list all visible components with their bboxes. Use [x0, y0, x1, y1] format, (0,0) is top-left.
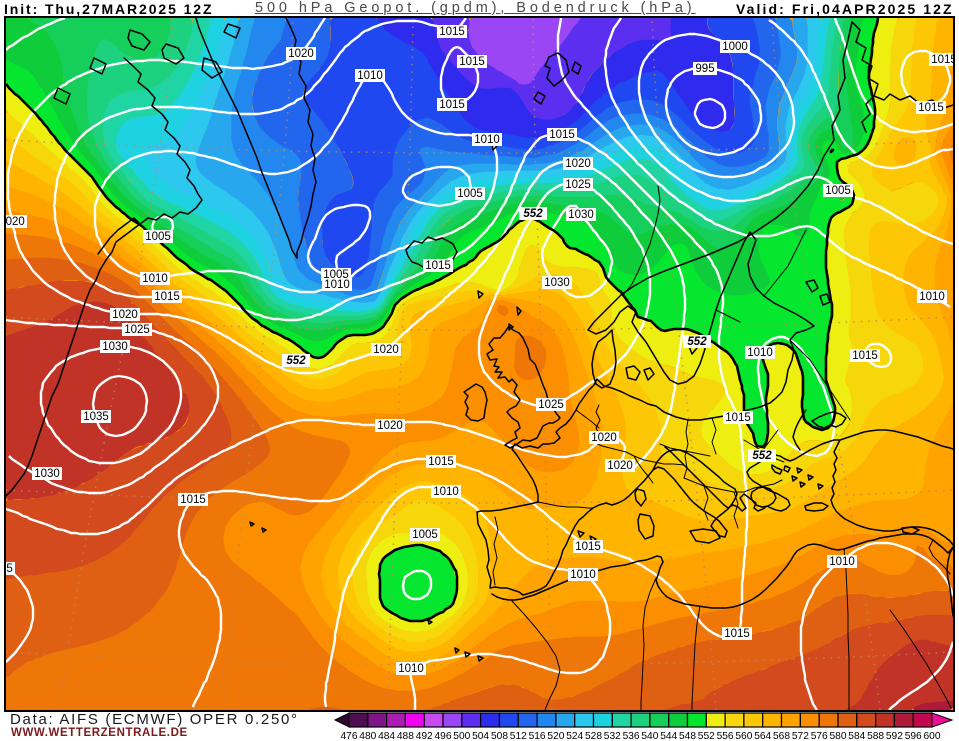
- svg-text:1020: 1020: [288, 48, 314, 60]
- svg-text:1030: 1030: [102, 341, 128, 353]
- svg-text:1025: 1025: [124, 324, 150, 336]
- svg-text:508: 508: [491, 731, 508, 740]
- svg-text:1010: 1010: [570, 569, 596, 581]
- svg-text:1020: 1020: [565, 158, 591, 170]
- svg-text:492: 492: [416, 731, 433, 740]
- svg-text:1015: 1015: [725, 412, 751, 424]
- svg-text:1015: 1015: [459, 56, 485, 68]
- svg-text:1020: 1020: [591, 432, 617, 444]
- svg-text:1015: 1015: [575, 541, 601, 553]
- svg-text:1010: 1010: [747, 347, 773, 359]
- svg-text:1005: 1005: [145, 231, 171, 243]
- svg-text:1005: 1005: [412, 529, 438, 541]
- svg-text:544: 544: [660, 731, 677, 740]
- svg-text:516: 516: [529, 731, 546, 740]
- svg-text:1020: 1020: [607, 460, 633, 472]
- svg-text:1015: 1015: [439, 26, 465, 38]
- svg-text:476: 476: [341, 731, 358, 740]
- svg-text:528: 528: [585, 731, 602, 740]
- svg-text:536: 536: [623, 731, 640, 740]
- svg-text:552: 552: [698, 731, 715, 740]
- svg-text:1015: 1015: [549, 129, 575, 141]
- svg-text:1010: 1010: [142, 273, 168, 285]
- svg-text:504: 504: [472, 731, 489, 740]
- svg-text:1005: 1005: [825, 185, 851, 197]
- svg-text:1035: 1035: [83, 411, 109, 423]
- svg-text:1010: 1010: [324, 279, 350, 291]
- svg-text:588: 588: [867, 731, 884, 740]
- svg-text:1015: 1015: [6, 563, 13, 575]
- svg-text:1030: 1030: [568, 209, 594, 221]
- svg-text:512: 512: [510, 731, 527, 740]
- svg-text:540: 540: [641, 731, 658, 740]
- svg-text:1015: 1015: [428, 456, 454, 468]
- svg-text:1020: 1020: [112, 309, 138, 321]
- svg-text:1015: 1015: [852, 350, 878, 362]
- svg-text:1025: 1025: [538, 399, 564, 411]
- svg-text:592: 592: [886, 731, 903, 740]
- svg-text:1015: 1015: [918, 102, 944, 114]
- svg-text:484: 484: [378, 731, 395, 740]
- svg-text:552: 552: [286, 355, 306, 367]
- svg-text:564: 564: [754, 731, 771, 740]
- svg-text:552: 552: [687, 336, 707, 348]
- svg-text:480: 480: [359, 731, 376, 740]
- svg-text:576: 576: [811, 731, 828, 740]
- svg-text:488: 488: [397, 731, 414, 740]
- svg-text:596: 596: [905, 731, 922, 740]
- svg-text:1010: 1010: [474, 134, 500, 146]
- svg-text:1010: 1010: [919, 291, 945, 303]
- svg-text:1000: 1000: [722, 41, 748, 53]
- svg-text:1010: 1010: [398, 663, 424, 675]
- svg-text:500: 500: [453, 731, 470, 740]
- svg-text:1020: 1020: [377, 420, 403, 432]
- svg-text:1030: 1030: [34, 468, 60, 480]
- svg-text:556: 556: [717, 731, 734, 740]
- svg-text:995: 995: [695, 63, 714, 75]
- svg-text:1005: 1005: [457, 188, 483, 200]
- svg-text:572: 572: [792, 731, 809, 740]
- svg-text:584: 584: [848, 731, 865, 740]
- svg-text:1010: 1010: [829, 556, 855, 568]
- svg-text:1010: 1010: [357, 70, 383, 82]
- svg-text:1020: 1020: [6, 216, 25, 228]
- svg-text:524: 524: [566, 731, 583, 740]
- svg-text:552: 552: [752, 450, 772, 462]
- svg-text:1015: 1015: [425, 260, 451, 272]
- svg-text:580: 580: [830, 731, 847, 740]
- svg-text:1015: 1015: [439, 99, 465, 111]
- svg-text:1020: 1020: [373, 344, 399, 356]
- svg-text:560: 560: [735, 731, 752, 740]
- svg-text:532: 532: [604, 731, 621, 740]
- svg-text:496: 496: [435, 731, 452, 740]
- svg-text:568: 568: [773, 731, 790, 740]
- svg-text:600: 600: [924, 731, 941, 740]
- svg-text:548: 548: [679, 731, 696, 740]
- svg-text:1015: 1015: [180, 494, 206, 506]
- svg-text:1025: 1025: [565, 179, 591, 191]
- svg-text:1030: 1030: [544, 277, 570, 289]
- svg-text:1015: 1015: [154, 291, 180, 303]
- svg-text:1015: 1015: [931, 54, 953, 66]
- svg-text:520: 520: [547, 731, 564, 740]
- svg-text:1015: 1015: [724, 628, 750, 640]
- svg-text:552: 552: [523, 208, 543, 220]
- svg-text:1010: 1010: [433, 486, 459, 498]
